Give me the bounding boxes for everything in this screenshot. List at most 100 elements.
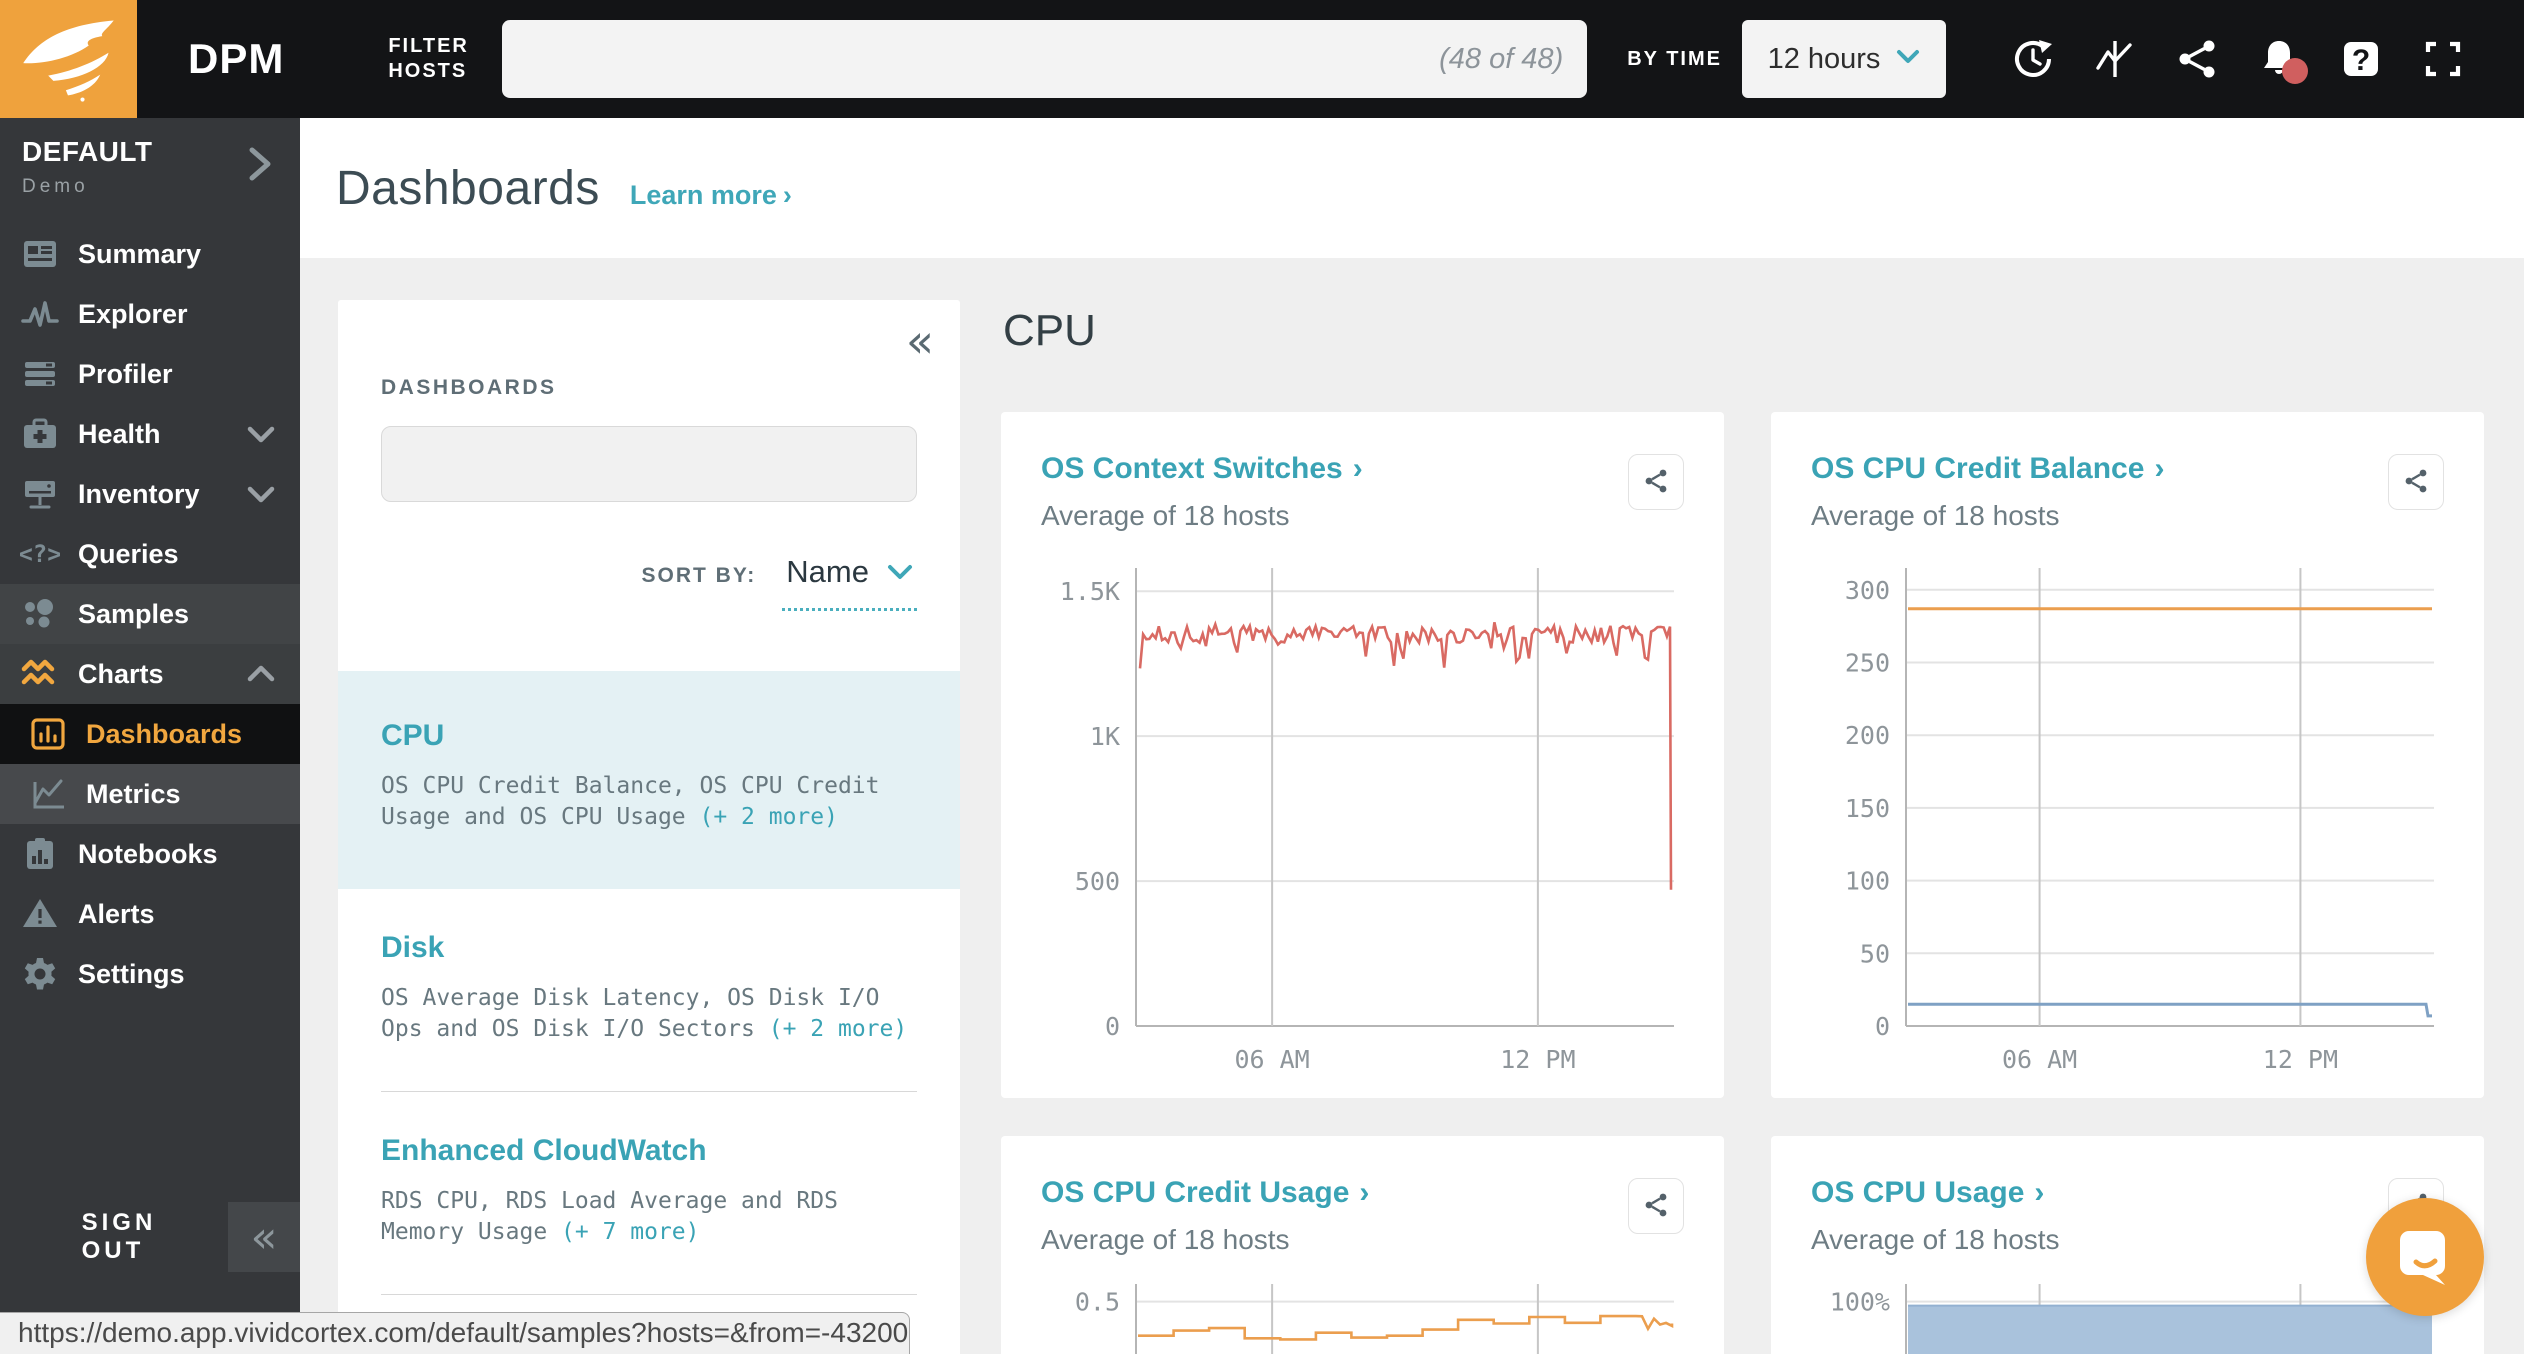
chart-title-link[interactable]: OS CPU Credit Usage › <box>1041 1176 1370 1209</box>
filter-hosts-input[interactable] <box>502 20 1588 98</box>
svg-text:150: 150 <box>1845 794 1890 823</box>
help-icon: ? <box>2338 36 2384 82</box>
chevron-right-icon: › <box>1359 1176 1370 1209</box>
chevron-right-icon: › <box>2154 452 2165 485</box>
sidebar-item-label: Notebooks <box>78 838 218 869</box>
sidebar-item-label: Metrics <box>86 778 181 809</box>
share-button[interactable] <box>2174 36 2220 82</box>
learn-more-link[interactable]: Learn more › <box>629 179 792 210</box>
dashboard-item-title: Disk <box>381 931 445 964</box>
sidebar-collapse-button[interactable]: « <box>228 1202 300 1272</box>
more-metrics-link[interactable]: (+ 2 more) <box>768 1016 908 1042</box>
dashboard-list-item-cpu[interactable]: CPU OS CPU Credit Balance, OS CPU Credit … <box>338 671 960 889</box>
profiler-icon <box>20 354 60 394</box>
sidebar-item-queries[interactable]: <?> Queries <box>0 524 300 584</box>
chart-title-link[interactable]: OS Context Switches › <box>1041 452 1363 485</box>
sidebar-item-label: Queries <box>78 538 179 569</box>
dashboard-list-item-disk[interactable]: Disk OS Average Disk Latency, OS Disk I/O… <box>338 889 960 1091</box>
inventory-icon <box>20 474 60 514</box>
chart-plot-os-cpu-usage[interactable]: 100% <box>1811 1272 2444 1354</box>
dashboard-list: CPU OS CPU Credit Balance, OS CPU Credit … <box>338 671 960 1354</box>
svg-text:50: 50 <box>1860 939 1890 968</box>
sidebar-item-label: Charts <box>78 658 164 689</box>
notifications-button[interactable] <box>2256 36 2308 84</box>
share-icon <box>2174 36 2220 82</box>
time-range-value: 12 hours <box>1767 42 1881 75</box>
sidebar-item-label: Summary <box>78 238 202 269</box>
svg-text:0: 0 <box>1875 1012 1890 1041</box>
svg-text:100: 100 <box>1845 867 1890 896</box>
compare-button[interactable] <box>2092 36 2138 82</box>
svg-text:12 PM: 12 PM <box>2263 1045 2338 1074</box>
main-content: Dashboards Learn more › « DASHBOARDS SORT… <box>300 118 2524 1354</box>
sidebar-menu: Summary Explorer Profiler Health Inventory <?… <box>0 224 300 1004</box>
sort-value: Name <box>786 554 869 589</box>
sidebar-item-dashboards[interactable]: Dashboards <box>0 704 300 764</box>
sidebar-item-alerts[interactable]: Alerts <box>0 884 300 944</box>
dashboard-list-item-enhanced-cloudwatch[interactable]: Enhanced CloudWatch RDS CPU, RDS Load Ave… <box>338 1092 960 1294</box>
chart-plot-os-cpu-credit-usage[interactable]: 0.5 <box>1041 1272 1684 1354</box>
list-divider <box>381 1294 917 1295</box>
panel-collapse-button[interactable]: « <box>905 314 934 368</box>
panel-label: DASHBOARDS <box>381 376 557 399</box>
more-metrics-link[interactable]: (+ 7 more) <box>561 1219 700 1245</box>
chart-subtitle: Average of 18 hosts <box>1811 500 2060 531</box>
notebooks-icon <box>20 834 60 874</box>
sidebar-item-charts[interactable]: Charts <box>0 644 300 704</box>
topbar-icon-group: ? <box>2010 36 2466 84</box>
svg-text:0.5: 0.5 <box>1075 1288 1120 1317</box>
status-url: https://demo.app.vividcortex.com/default… <box>18 1317 909 1348</box>
svg-text:200: 200 <box>1845 721 1890 750</box>
charts-icon <box>20 654 60 694</box>
chart-title-link[interactable]: OS CPU Usage › <box>1811 1176 2045 1209</box>
samples-icon <box>20 594 60 634</box>
sidebar-item-summary[interactable]: Summary <box>0 224 300 284</box>
chat-bubble-button[interactable] <box>2366 1198 2484 1316</box>
explorer-icon <box>20 294 60 334</box>
sidebar-item-label: Inventory <box>78 478 200 509</box>
svg-text:300: 300 <box>1845 576 1890 605</box>
help-button[interactable]: ? <box>2338 36 2384 82</box>
sort-select[interactable]: Name <box>782 554 917 611</box>
svg-text:1.5K: 1.5K <box>1060 577 1120 606</box>
sidebar-item-health[interactable]: Health <box>0 404 300 464</box>
chart-grid: OS Context Switches › Average of 18 hosts 0… <box>1001 412 2484 1354</box>
time-range-select[interactable]: 12 hours <box>1742 20 1946 98</box>
chevron-right-icon: › <box>2034 1176 2045 1209</box>
filter-hosts-label: FILTER HOSTS <box>388 35 469 82</box>
fullscreen-button[interactable] <box>2420 36 2466 82</box>
filter-hosts-searchbox[interactable]: (48 of 48) <box>502 20 1588 98</box>
sidebar-item-profiler[interactable]: Profiler <box>0 344 300 404</box>
share-chart-button[interactable] <box>1628 1178 1684 1234</box>
chart-plot-os-cpu-credit-balance[interactable]: 0 50 100 150 200 250 300 06 AM 12 PM <box>1811 548 2444 1088</box>
fullscreen-icon <box>2420 36 2466 82</box>
app-brand: DPM <box>188 35 285 82</box>
svg-text:?: ? <box>2352 44 2370 77</box>
browser-status-bar: https://demo.app.vividcortex.com/default… <box>0 1312 910 1354</box>
dashboard-search-input[interactable] <box>381 426 917 502</box>
org-switcher[interactable]: DEFAULT Demo <box>0 118 300 212</box>
sidebar-item-label: Dashboards <box>86 718 243 749</box>
chart-title-link[interactable]: OS CPU Credit Balance › <box>1811 452 2165 485</box>
sidebar-item-settings[interactable]: Settings <box>0 944 300 1004</box>
svg-text:12 PM: 12 PM <box>1500 1045 1575 1074</box>
sidebar-item-notebooks[interactable]: Notebooks <box>0 824 300 884</box>
share-chart-button[interactable] <box>1628 454 1684 510</box>
refresh-time-button[interactable] <box>2010 36 2056 82</box>
sign-out-button[interactable]: SIGN OUT <box>0 1202 228 1272</box>
chevron-down-icon <box>246 424 276 444</box>
by-time-label: BY TIME <box>1627 47 1722 70</box>
chart-subtitle: Average of 18 hosts <box>1811 1224 2060 1255</box>
sidebar-item-metrics[interactable]: Metrics <box>0 764 300 824</box>
dashboard-item-title: Enhanced CloudWatch <box>381 1134 707 1167</box>
chart-card-header: OS CPU Credit Usage › Average of 18 hosts <box>1041 1176 1684 1256</box>
share-chart-button[interactable] <box>2388 454 2444 510</box>
chart-plot-os-context-switches[interactable]: 0 500 1K 1.5K 06 AM 12 PM <box>1041 548 1684 1088</box>
more-metrics-link[interactable]: (+ 2 more) <box>699 804 838 830</box>
chart-card-header: OS CPU Usage › Average of 18 hosts <box>1811 1176 2444 1256</box>
sidebar-item-label: Profiler <box>78 358 173 389</box>
health-icon <box>20 414 60 454</box>
sidebar-item-samples[interactable]: Samples <box>0 584 300 644</box>
sidebar-item-inventory[interactable]: Inventory <box>0 464 300 524</box>
sidebar-item-explorer[interactable]: Explorer <box>0 284 300 344</box>
